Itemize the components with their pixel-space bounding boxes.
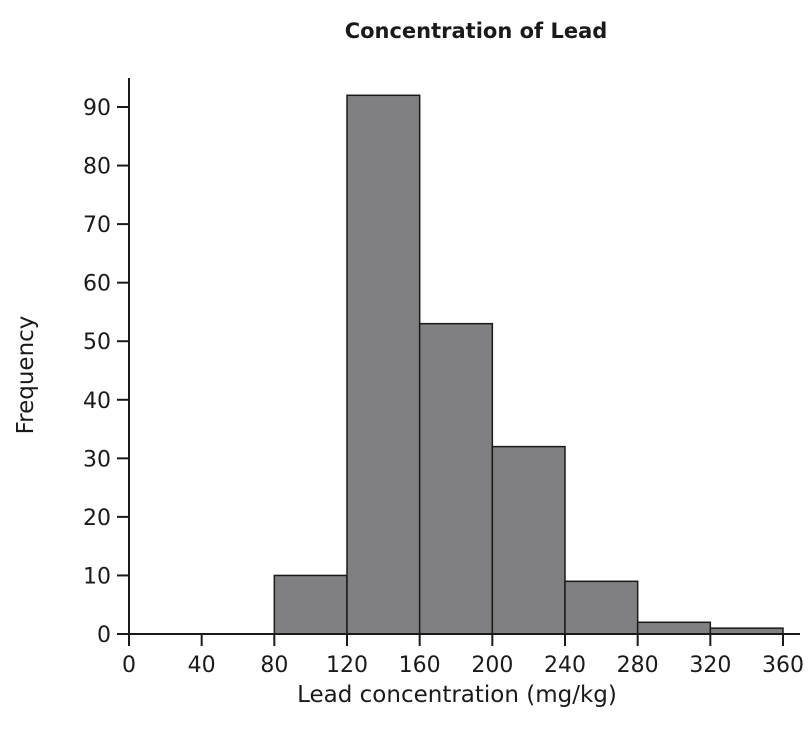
x-tick-label: 320 xyxy=(689,653,731,678)
chart-title: Concentration of Lead xyxy=(345,19,608,43)
y-tick-label: 0 xyxy=(97,623,111,648)
axes-group xyxy=(117,78,800,635)
histogram-bar xyxy=(346,94,421,635)
histogram-bar xyxy=(636,621,712,635)
y-tick-label: 20 xyxy=(83,506,111,531)
y-axis-label: Frequency xyxy=(13,316,39,435)
y-tick-label: 80 xyxy=(83,155,111,180)
y-tick-label: 50 xyxy=(83,330,111,355)
x-tick-label: 240 xyxy=(544,653,586,678)
y-tick-label: 60 xyxy=(83,272,111,297)
x-tick-label: 160 xyxy=(399,653,441,678)
x-tick-label: 40 xyxy=(188,653,216,678)
x-tick-label: 280 xyxy=(617,653,659,678)
y-tick-label: 90 xyxy=(83,96,111,121)
histogram-bar xyxy=(418,322,494,635)
histogram-bar xyxy=(564,580,639,635)
histogram-bar xyxy=(273,574,348,635)
x-ticks-group: 0 40 80 120 160 200 240 280 320 360 xyxy=(122,634,804,678)
x-tick-label: 200 xyxy=(471,653,513,678)
y-ticks-group: 0 10 20 30 40 50 60 70 80 90 xyxy=(83,96,129,648)
x-tick-label: 80 xyxy=(260,653,288,678)
y-tick-label: 40 xyxy=(83,389,111,414)
x-tick-label: 120 xyxy=(326,653,368,678)
x-tick-label: 0 xyxy=(122,653,136,678)
histogram-bar xyxy=(491,445,566,635)
bars-group xyxy=(273,94,784,635)
x-tick-label: 360 xyxy=(762,653,804,678)
y-tick-label: 30 xyxy=(83,447,111,472)
y-tick-label: 10 xyxy=(83,564,111,589)
y-tick-label: 70 xyxy=(83,213,111,238)
x-axis-label: Lead concentration (mg/kg) xyxy=(297,682,617,708)
